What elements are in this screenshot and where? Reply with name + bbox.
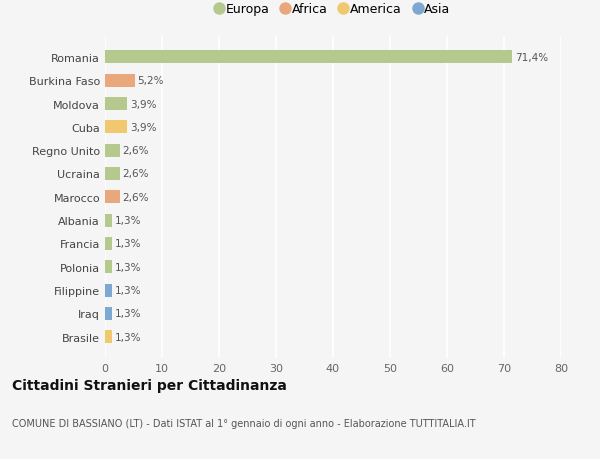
Bar [105,284,112,297]
Bar [105,214,112,227]
Text: 1,3%: 1,3% [115,239,142,249]
Text: Cittadini Stranieri per Cittadinanza: Cittadini Stranieri per Cittadinanza [12,379,287,392]
Bar [105,51,512,64]
Legend: Europa, Africa, America, Asia: Europa, Africa, America, Asia [211,0,455,21]
Text: 5,2%: 5,2% [137,76,164,86]
Text: 3,9%: 3,9% [130,99,157,109]
Bar [105,191,120,204]
Bar [105,168,120,180]
Bar [105,261,112,274]
Bar [105,308,112,320]
Bar [105,121,127,134]
Text: 1,3%: 1,3% [115,309,142,319]
Text: 2,6%: 2,6% [122,146,149,156]
Text: COMUNE DI BASSIANO (LT) - Dati ISTAT al 1° gennaio di ogni anno - Elaborazione T: COMUNE DI BASSIANO (LT) - Dati ISTAT al … [12,418,476,428]
Text: 71,4%: 71,4% [515,53,548,63]
Bar [105,145,120,157]
Bar [105,75,134,87]
Text: 2,6%: 2,6% [122,192,149,202]
Text: 1,3%: 1,3% [115,262,142,272]
Bar [105,330,112,343]
Text: 3,9%: 3,9% [130,123,157,133]
Bar [105,237,112,250]
Text: 2,6%: 2,6% [122,169,149,179]
Text: 1,3%: 1,3% [115,332,142,342]
Text: 1,3%: 1,3% [115,216,142,226]
Bar [105,98,127,111]
Text: 1,3%: 1,3% [115,285,142,296]
